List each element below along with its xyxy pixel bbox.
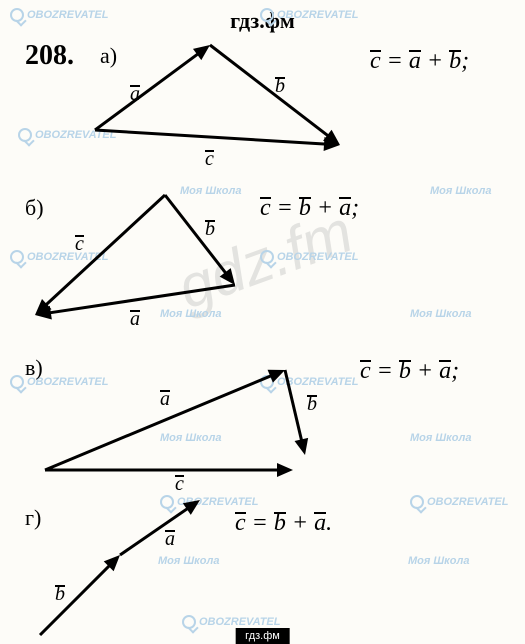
equation-c: c = b + a; <box>360 358 459 385</box>
vec-label-b: b <box>275 75 285 98</box>
vec-label-c: c <box>205 148 214 171</box>
watermark-shkola: Моя Школа <box>408 555 469 567</box>
equation-d: c = b + a. <box>235 510 332 537</box>
vec-label-b: b <box>205 218 215 241</box>
page-title: гдз.фм <box>230 8 295 34</box>
watermark-oboz: OBOZREVATEL <box>10 8 108 22</box>
vec-label-a: a <box>130 308 140 331</box>
diagram-c <box>25 350 345 490</box>
watermark-shkola: Моя Школа <box>410 432 471 444</box>
vec-label-c: c <box>175 473 184 496</box>
watermark-shkola: Моя Школа <box>430 185 491 197</box>
vec-label-b: b <box>307 393 317 416</box>
bottom-bar: гдз.фм <box>235 628 290 644</box>
vec-label-a: a <box>130 83 140 106</box>
diagram-b <box>30 185 290 330</box>
diagram-d <box>20 495 240 640</box>
watermark-shkola: Моя Школа <box>410 308 471 320</box>
equation-a: c = a + b; <box>370 48 469 75</box>
vec-label-a: a <box>165 528 175 551</box>
vec-label-b: b <box>55 583 65 606</box>
watermark-oboz: OBOZREVATEL <box>410 495 508 509</box>
vec-label-c: c <box>75 233 84 256</box>
vec-label-a: a <box>160 388 170 411</box>
